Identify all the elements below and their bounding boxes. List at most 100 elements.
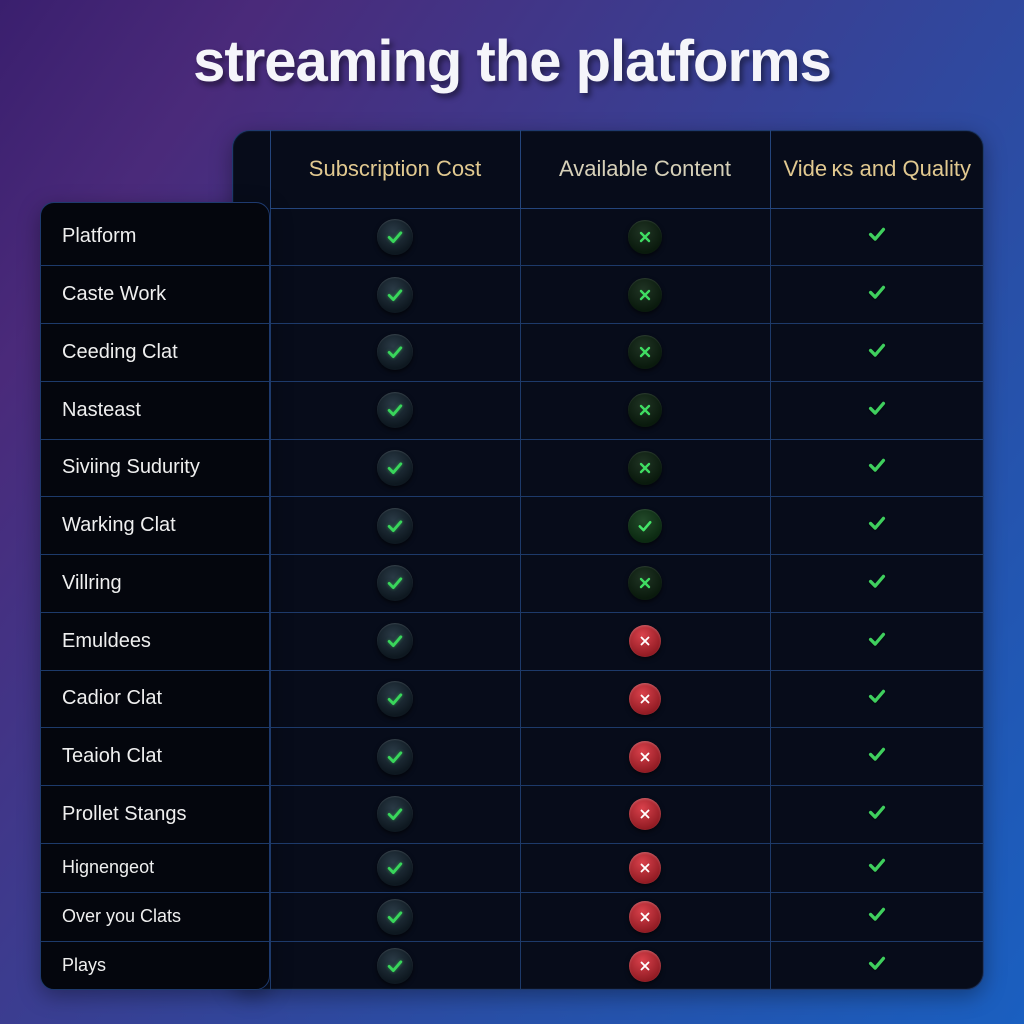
row-label: Siviing Sudurity: [40, 439, 270, 497]
check-icon: [865, 801, 889, 823]
row-label: Nasteast: [40, 381, 270, 439]
table-cell: [270, 843, 520, 892]
check-icon: [865, 685, 889, 707]
check-icon: [377, 334, 413, 370]
row-label: Emuldees: [40, 612, 270, 670]
row-label: Hignengeot: [40, 843, 270, 892]
table-cell: [520, 892, 770, 941]
table-cell: [520, 612, 770, 670]
row-label: Plays: [40, 941, 270, 990]
x-icon: [628, 220, 662, 254]
comparison-table: Subscription Cost Available Content Vide…: [40, 130, 984, 990]
table-cell: [770, 612, 984, 670]
table-cell: [270, 497, 520, 555]
column-header: Available Content: [520, 130, 770, 208]
x-icon: [629, 852, 661, 884]
check-icon: [377, 565, 413, 601]
title-text: streaming the platforms: [0, 28, 1024, 95]
table-cell: [770, 381, 984, 439]
header-spacer: [40, 130, 270, 208]
table-cell: [270, 612, 520, 670]
check-icon: [377, 796, 413, 832]
table-row: Over you Clats: [40, 892, 984, 941]
check-icon: [865, 570, 889, 592]
check-icon: [377, 219, 413, 255]
check-icon: [865, 952, 889, 974]
table-cell: [520, 728, 770, 786]
check-icon: [865, 903, 889, 925]
table-cell: [770, 843, 984, 892]
check-icon: [865, 512, 889, 534]
table-cell: [520, 941, 770, 990]
x-icon: [628, 335, 662, 369]
table-row: Ceeding Clat: [40, 324, 984, 382]
table-cell: [520, 208, 770, 266]
x-icon: [629, 683, 661, 715]
x-icon: [628, 451, 662, 485]
table-row: Prollet Stangs: [40, 786, 984, 844]
table-cell: [770, 941, 984, 990]
table-cell: [270, 266, 520, 324]
check-icon: [865, 339, 889, 361]
table-cell: [520, 381, 770, 439]
check-icon: [377, 508, 413, 544]
table-cell: [270, 941, 520, 990]
check-icon: [865, 854, 889, 876]
table-cell: [270, 786, 520, 844]
table-cell: [520, 555, 770, 613]
table-row: Teaioh Clat: [40, 728, 984, 786]
row-label: Teaioh Clat: [40, 728, 270, 786]
table-row: Plays: [40, 941, 984, 990]
table-cell: [520, 843, 770, 892]
table-cell: [520, 439, 770, 497]
column-header: Vide ĸs and Quality: [770, 130, 984, 208]
page-title: streaming the platforms: [0, 0, 1024, 103]
row-label: Warking Clat: [40, 497, 270, 555]
table-cell: [520, 497, 770, 555]
table-cell: [520, 266, 770, 324]
table-cell: [270, 208, 520, 266]
table-cell: [270, 381, 520, 439]
table-body: PlatformCaste WorkCeeding ClatNasteastSi…: [40, 208, 984, 990]
table-cell: [270, 670, 520, 728]
comparison-table-container: Subscription Cost Available Content Vide…: [40, 130, 984, 990]
column-header: Subscription Cost: [270, 130, 520, 208]
check-icon: [865, 628, 889, 650]
table-cell: [270, 728, 520, 786]
check-icon: [377, 899, 413, 935]
table-cell: [770, 786, 984, 844]
check-icon: [377, 681, 413, 717]
table-header-row: Subscription Cost Available Content Vide…: [40, 130, 984, 208]
table-cell: [270, 555, 520, 613]
row-label: Villring: [40, 555, 270, 613]
table-row: Hignengeot: [40, 843, 984, 892]
check-icon: [377, 850, 413, 886]
table-row: Emuldees: [40, 612, 984, 670]
row-label: Caste Work: [40, 266, 270, 324]
table-cell: [770, 439, 984, 497]
table-cell: [520, 324, 770, 382]
row-label: Platform: [40, 208, 270, 266]
x-icon: [629, 901, 661, 933]
x-icon: [628, 393, 662, 427]
table-cell: [770, 266, 984, 324]
table-cell: [770, 208, 984, 266]
table-cell: [520, 670, 770, 728]
table-row: Nasteast: [40, 381, 984, 439]
check-icon: [865, 743, 889, 765]
row-label: Over you Clats: [40, 892, 270, 941]
check-icon: [377, 623, 413, 659]
table-cell: [770, 497, 984, 555]
row-label: Prollet Stangs: [40, 786, 270, 844]
x-icon: [629, 798, 661, 830]
table-cell: [770, 892, 984, 941]
row-label: Ceeding Clat: [40, 324, 270, 382]
check-icon: [377, 277, 413, 313]
table-row: Cadior Clat: [40, 670, 984, 728]
table-row: Siviing Sudurity: [40, 439, 984, 497]
check-icon: [865, 454, 889, 476]
table-row: Villring: [40, 555, 984, 613]
check-icon: [865, 223, 889, 245]
table-cell: [270, 324, 520, 382]
check-icon: [865, 281, 889, 303]
